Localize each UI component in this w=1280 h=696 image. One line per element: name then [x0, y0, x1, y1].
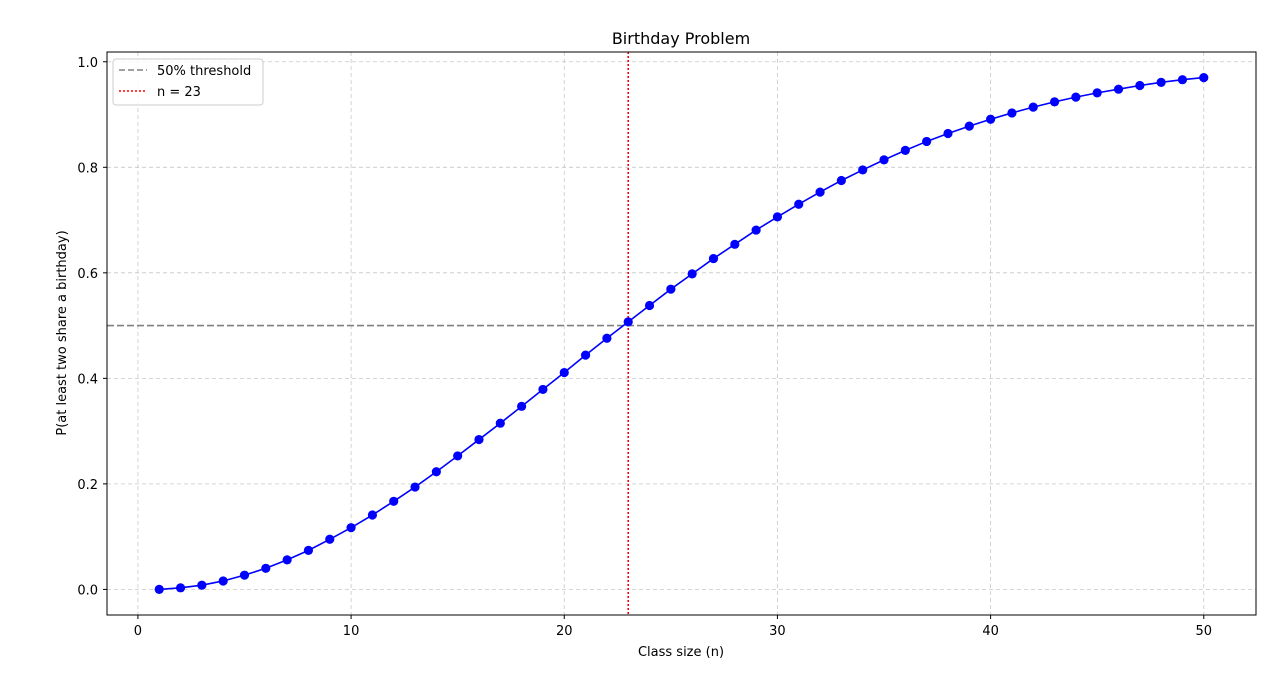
x-tick-label: 0 [134, 624, 142, 639]
data-point [964, 121, 974, 131]
data-point [602, 333, 612, 343]
data-point [239, 570, 250, 580]
y-tick-label: 0.6 [77, 267, 98, 282]
data-point [900, 145, 910, 156]
data-point [559, 367, 569, 378]
data-point [495, 418, 505, 428]
y-tick-label: 0.4 [77, 372, 98, 387]
legend-n23-label: n = 23 [157, 85, 201, 100]
grid [107, 52, 1256, 615]
data-point [154, 584, 164, 595]
plot-frame [106, 51, 1257, 616]
data-point [303, 545, 314, 555]
data-point [1177, 75, 1188, 85]
data-point [986, 114, 996, 124]
data-point [666, 284, 676, 294]
data-point [1092, 88, 1102, 98]
data-point [687, 269, 697, 279]
chart-title: Birthday Problem [612, 29, 750, 48]
y-axis: 0.0 0.2 0.4 0.6 0.8 1.0 [77, 56, 107, 598]
data-point [175, 583, 186, 593]
data-point [730, 239, 740, 249]
data-point [410, 482, 420, 492]
data-point [708, 253, 719, 264]
x-tick-label: 40 [982, 624, 999, 639]
data-point [517, 401, 527, 411]
data-point [644, 300, 655, 311]
data-point [282, 555, 292, 565]
data-point [623, 317, 633, 327]
data-point [858, 165, 868, 175]
data-point [367, 510, 377, 520]
y-tick-label: 0.2 [77, 478, 98, 493]
y-axis-label: P(at least two share a birthday) [55, 230, 70, 435]
y-tick-label: 1.0 [77, 56, 98, 71]
x-axis: 0 10 20 30 40 50 [134, 615, 1212, 639]
data-point [1028, 102, 1038, 112]
y-tick-label: 0.8 [77, 161, 98, 176]
reference-lines [107, 52, 1256, 615]
x-tick-label: 50 [1195, 624, 1212, 639]
data-point [453, 451, 463, 461]
x-tick-label: 10 [343, 624, 360, 639]
data-point [1049, 97, 1060, 107]
data-point [794, 199, 804, 209]
data-point [261, 563, 271, 573]
series-layer [154, 72, 1209, 595]
data-point [1007, 108, 1017, 118]
data-point [389, 496, 399, 506]
legend-threshold-label: 50% threshold [157, 64, 251, 79]
data-point [815, 187, 825, 197]
data-point [218, 576, 228, 586]
data-point [1199, 72, 1209, 83]
data-point [836, 175, 846, 186]
data-point [1071, 92, 1081, 102]
data-point [325, 534, 335, 544]
x-tick-label: 20 [556, 624, 573, 639]
legend: 50% threshold n = 23 [112, 58, 264, 106]
data-point [879, 155, 889, 165]
data-point [431, 467, 441, 477]
data-point [772, 212, 783, 222]
x-tick-label: 30 [769, 624, 786, 639]
data-point [922, 136, 932, 147]
data-point [197, 580, 207, 590]
data-point [943, 128, 953, 139]
data-point [1156, 77, 1166, 87]
data-point [580, 350, 591, 360]
y-tick-label: 0.0 [77, 583, 98, 598]
x-axis-label: Class size (n) [638, 645, 724, 660]
data-point [1135, 80, 1145, 91]
data-point [538, 384, 548, 395]
data-point [474, 434, 484, 445]
data-point [1113, 84, 1124, 94]
legend-box [112, 58, 264, 106]
data-point [751, 225, 761, 235]
data-point [346, 523, 356, 533]
